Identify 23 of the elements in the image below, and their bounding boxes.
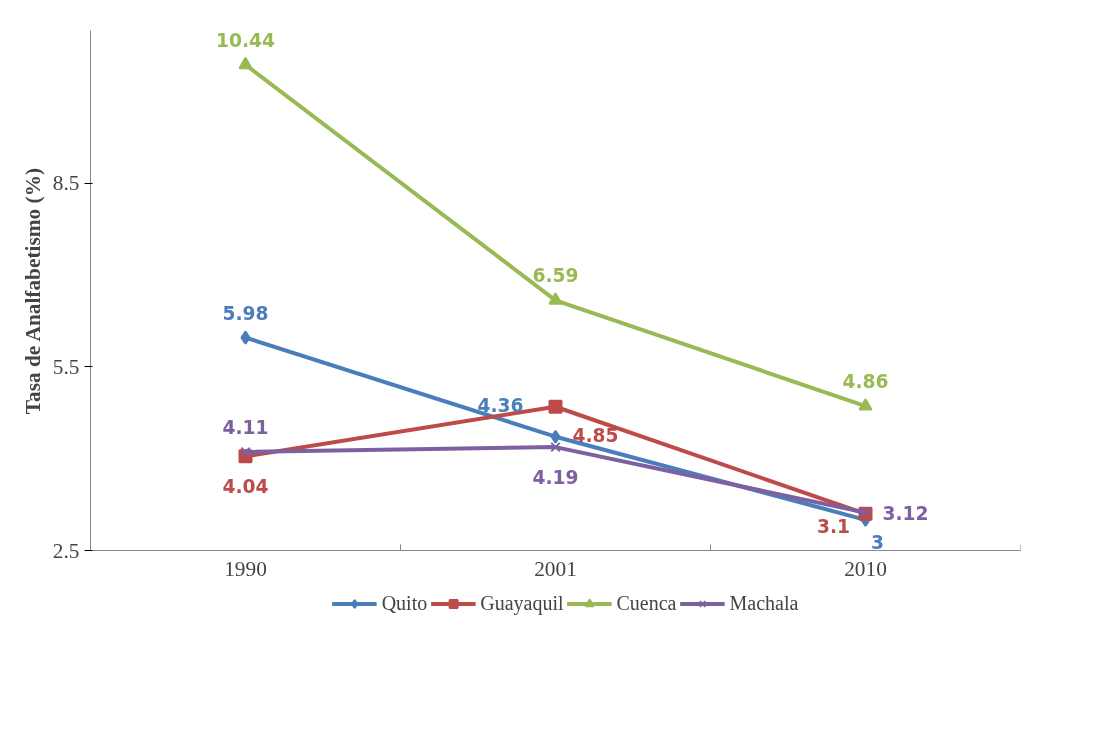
y-tick-label: 2.5 (52, 538, 80, 563)
y-axis-title: Tasa de Analfabetismo (%) (20, 167, 45, 415)
x-tick-label: 2001 (534, 556, 577, 581)
data-label: 4.36 (477, 394, 524, 416)
data-label: 5.98 (222, 302, 269, 324)
data-label: 4.19 (532, 467, 579, 489)
legend-label: Cuenca (616, 591, 677, 615)
data-label: 6.59 (532, 265, 579, 287)
data-label: 3 (871, 531, 884, 553)
data-label: 4.04 (222, 476, 269, 498)
legend-label: Machala (729, 591, 799, 615)
legend-label: Quito (381, 591, 428, 615)
data-label: 10.44 (215, 29, 276, 51)
legend-label: Guayaquil (480, 591, 564, 615)
data-label: 4.11 (222, 417, 269, 439)
x-tick-label: 2010 (844, 556, 887, 581)
x-tick-label: 1990 (224, 556, 267, 581)
data-label: 4.85 (572, 424, 619, 446)
data-label: 4.86 (842, 371, 889, 393)
y-tick-label: 8.5 (52, 171, 80, 196)
data-label: 3.1 (816, 515, 851, 537)
y-tick-label: 5.5 (52, 354, 80, 379)
data-label: 3.12 (882, 502, 929, 524)
